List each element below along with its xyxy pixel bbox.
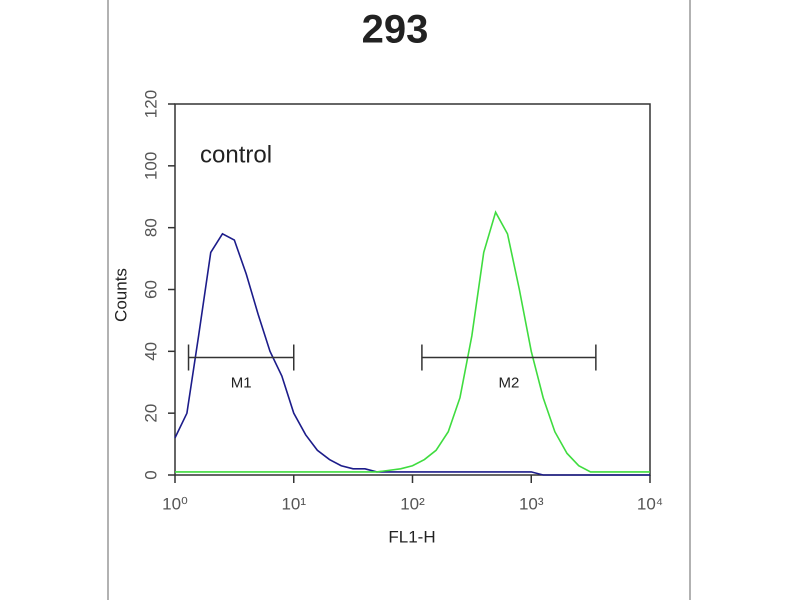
- chart-title: 293: [362, 8, 429, 52]
- x-axis-label: FL1-H: [388, 527, 435, 546]
- x-tick-label: 10⁰: [162, 494, 188, 513]
- x-tick-label: 10⁴: [637, 494, 663, 513]
- y-tick-label: 60: [141, 280, 160, 299]
- x-tick-label: 10²: [400, 494, 425, 513]
- y-axis-label: Counts: [111, 268, 130, 322]
- y-tick-label: 0: [141, 470, 160, 479]
- histogram-line: [175, 210, 650, 473]
- y-tick-label: 100: [141, 152, 160, 180]
- histogram-line: [174, 232, 650, 476]
- marker-label: M2: [498, 374, 519, 391]
- y-tick-label: 40: [141, 342, 160, 361]
- y-tick-label: 120: [141, 90, 160, 118]
- x-tick-label: 10³: [519, 494, 544, 513]
- marker-label: M1: [231, 374, 252, 391]
- x-tick-label: 10¹: [281, 494, 306, 513]
- annotation: control: [200, 141, 272, 168]
- y-tick-label: 20: [141, 404, 160, 423]
- y-tick-label: 80: [141, 218, 160, 237]
